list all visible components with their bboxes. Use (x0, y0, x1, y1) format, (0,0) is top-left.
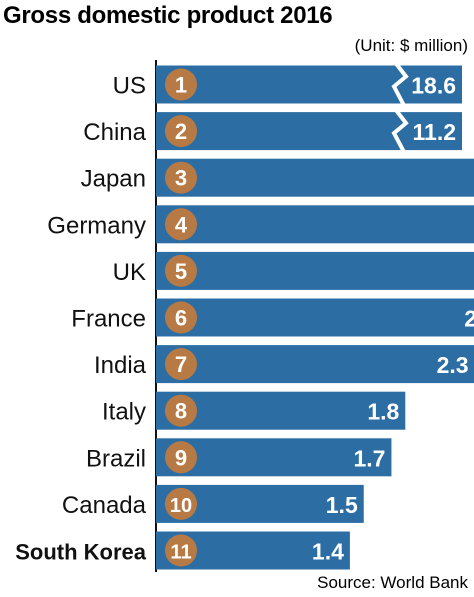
category-label-canada: Canada (62, 492, 147, 519)
rank-badge-germany (165, 208, 197, 241)
bar-group-south-korea: South Korea 11 1.4 (15, 531, 350, 570)
rank-number-brazil: 9 (175, 445, 187, 470)
bar-group-japan: Japan35.0 (81, 158, 474, 197)
axis-break-china (391, 108, 409, 154)
category-label-us: US (113, 73, 146, 100)
rank-number-uk: 5 (175, 259, 187, 284)
bar-uk (156, 251, 474, 290)
bar-group-france: France 6 2.5 (71, 298, 474, 337)
rank-number-india: 7 (175, 352, 187, 377)
bar-italy (156, 391, 406, 430)
rank-badge-canada (165, 487, 197, 520)
rank-number-canada: 10 (170, 495, 192, 517)
value-label-china: 11.2 (413, 119, 457, 145)
bar-group-uk: UK52.6 (113, 251, 474, 290)
bar-japan (156, 158, 474, 197)
value-label-italy: 1.8 (367, 399, 399, 425)
rank-badge-japan (165, 161, 197, 194)
category-label-south-korea: South Korea (15, 540, 147, 565)
bar-group-brazil: Brazil 9 1.7 (86, 438, 392, 477)
bar-us (156, 65, 462, 104)
rank-number-china: 2 (175, 119, 187, 144)
bar-group-us: US 1 18.6 (113, 62, 462, 107)
rank-badge-us (165, 68, 197, 101)
unit-note: (Unit: $ million) (354, 36, 468, 55)
rank-badge-south-korea (165, 534, 197, 567)
category-label-india: India (94, 352, 147, 379)
category-label-china: China (83, 119, 146, 146)
rank-badge-india (165, 348, 197, 381)
value-label-us: 18.6 (411, 73, 456, 99)
category-label-japan: Japan (81, 166, 146, 193)
category-label-france: France (71, 306, 146, 333)
bar-france (156, 298, 474, 337)
rank-number-south-korea: 11 (170, 542, 191, 564)
source-note: Source: World Bank (317, 573, 468, 592)
rank-badge-italy (165, 394, 197, 427)
bar-china (156, 112, 462, 151)
rank-badge-china (165, 115, 197, 148)
value-label-india: 2.3 (437, 352, 469, 378)
rank-badge-france (165, 301, 197, 334)
category-label-germany: Germany (47, 212, 146, 239)
category-label-brazil: Brazil (86, 445, 146, 472)
rank-number-germany: 4 (175, 212, 188, 237)
bar-group-germany: Germany43.4 (47, 205, 474, 244)
chart-title: Gross domestic product 2016 (3, 2, 333, 29)
value-label-brazil: 1.7 (353, 445, 385, 471)
bar-group-china: China 2 11.2 (83, 108, 462, 154)
bar-group-italy: Italy 8 1.8 (102, 391, 406, 430)
value-label-france: 2.5 (464, 306, 474, 332)
axis-break-us (391, 62, 409, 107)
bar-group-india: India 7 2.3 (94, 345, 474, 384)
rank-badge-uk (165, 254, 197, 287)
bar-group-canada: Canada 10 1.5 (62, 484, 364, 523)
bar-india (156, 345, 474, 384)
bar-germany (156, 205, 474, 244)
value-label-canada: 1.5 (326, 492, 358, 518)
rank-number-italy: 8 (175, 399, 187, 424)
value-label-south-korea: 1.4 (312, 539, 344, 565)
rank-number-france: 6 (175, 306, 187, 331)
rank-badge-brazil (165, 441, 197, 474)
category-label-italy: Italy (102, 399, 146, 426)
rank-number-japan: 3 (175, 166, 187, 191)
category-label-uk: UK (113, 259, 146, 286)
rank-number-us: 1 (175, 73, 187, 98)
